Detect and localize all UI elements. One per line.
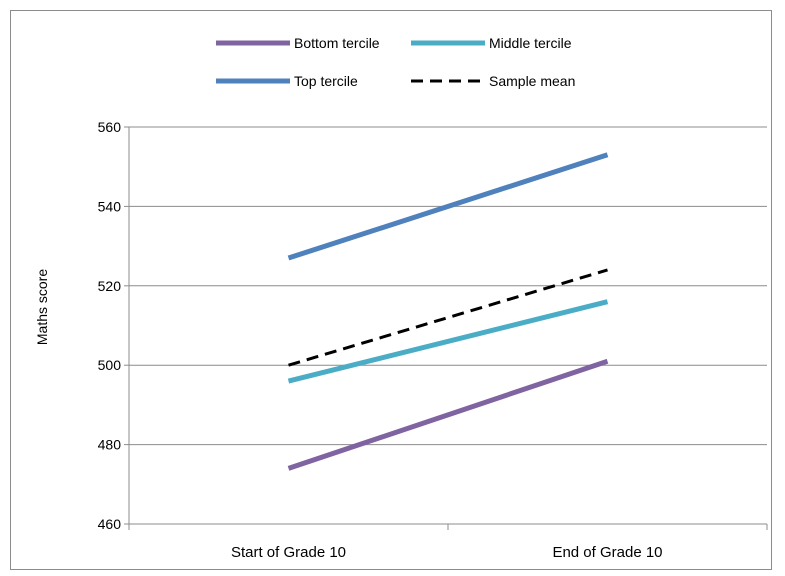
series-line-sample-mean [288, 268, 608, 367]
legend-item: Bottom tercile [216, 35, 380, 51]
series-line-middle-tercile [287, 299, 609, 384]
legend: Bottom tercile Middle tercile Top tercile S… [216, 35, 575, 89]
legend-label: Sample mean [489, 73, 575, 89]
y-tick-label: 460 [98, 516, 122, 532]
x-tick-label: Start of Grade 10 [231, 544, 346, 561]
series-lines [287, 152, 609, 471]
chart-frame: 460 480 500 520 540 560 Start of Grade 10 End o… [10, 10, 772, 570]
y-tick-label: 520 [98, 278, 122, 294]
series-line-bottom-tercile [287, 358, 609, 471]
line-chart: 460 480 500 520 540 560 Start of Grade 10 End o… [34, 35, 768, 561]
legend-label: Top tercile [294, 73, 358, 89]
series-line-top-tercile [287, 152, 609, 261]
y-tick-label: 480 [98, 437, 122, 453]
y-tick-label: 500 [98, 357, 122, 373]
y-tick-label: 560 [98, 119, 122, 135]
legend-item: Sample mean [411, 73, 575, 89]
x-tick-label: End of Grade 10 [552, 544, 662, 561]
y-tick-label: 540 [98, 198, 122, 214]
legend-label: Middle tercile [489, 35, 572, 51]
y-axis-label: Maths score [34, 269, 50, 345]
gridlines [129, 126, 767, 446]
legend-item: Top tercile [216, 73, 358, 89]
legend-item: Middle tercile [411, 35, 572, 51]
legend-label: Bottom tercile [294, 35, 380, 51]
axes: 460 480 500 520 540 560 Start of Grade 10 End o… [98, 119, 768, 561]
